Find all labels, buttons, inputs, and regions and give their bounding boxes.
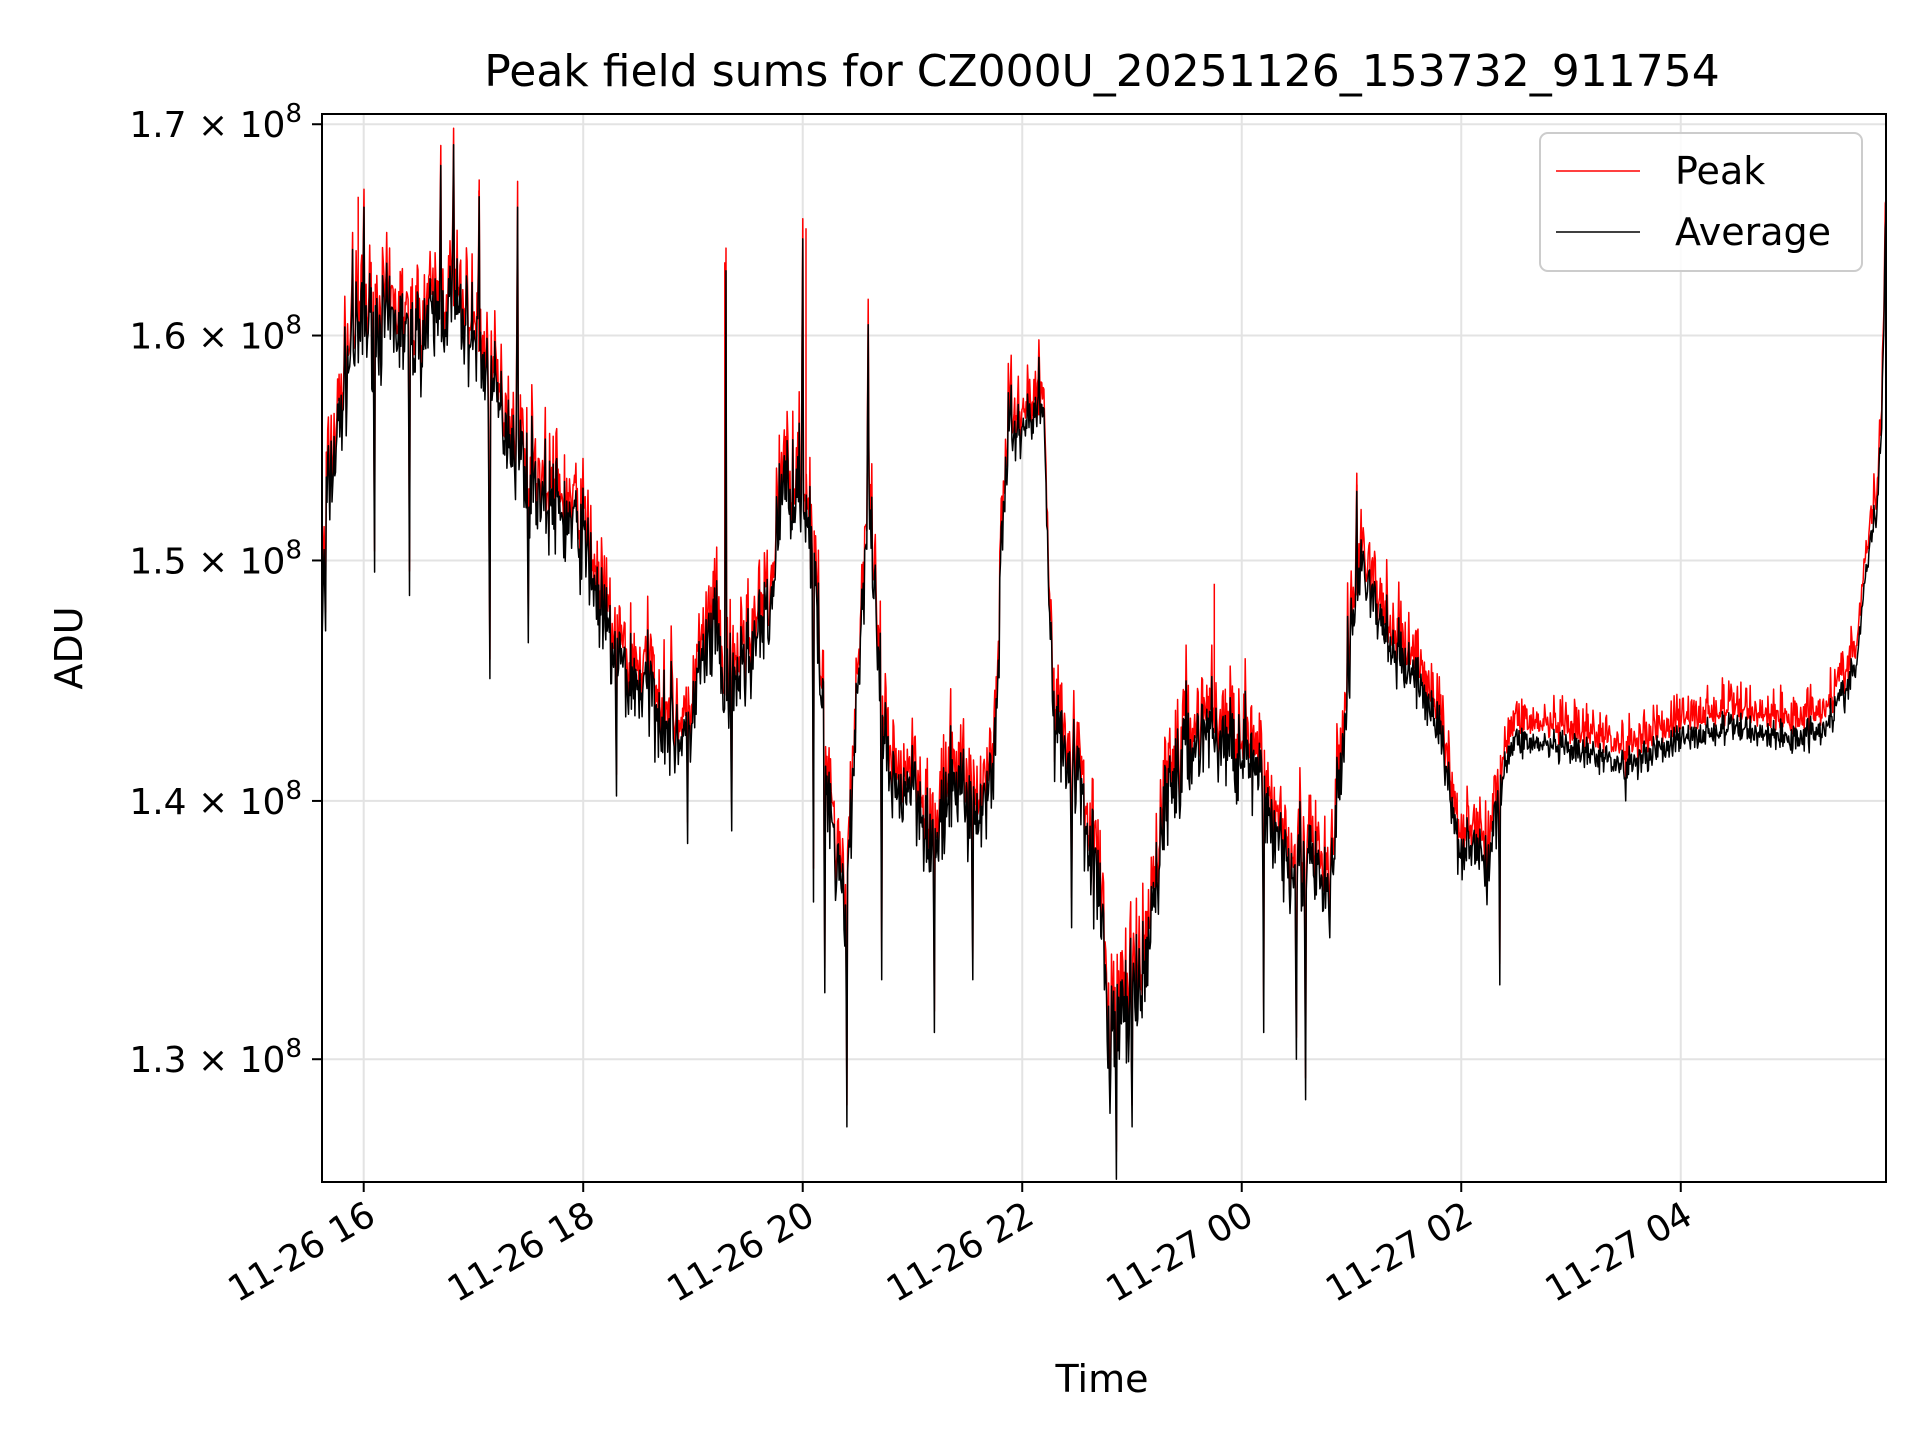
legend-average-label: Average: [1675, 210, 1831, 254]
chart-title: Peak field sums for CZ000U_20251126_1537…: [484, 46, 1719, 97]
plot-series: [321, 116, 1887, 1180]
y-axis: 1.3 × 108 1.4 × 108 1.5 × 108 1.6 × 108 1.7 …: [129, 99, 322, 1081]
y-tick-label: 1.6 × 108: [129, 311, 302, 358]
average-series-line: [321, 144, 1887, 1180]
x-axis-label: Time: [1055, 1357, 1149, 1401]
y-tick-label: 1.7 × 108: [129, 99, 302, 146]
legend-box: [1539, 132, 1863, 272]
y-tick-label: 1.3 × 108: [129, 1034, 302, 1081]
legend: Peak Average: [1539, 132, 1863, 272]
y-tick-label: 1.4 × 108: [129, 776, 302, 823]
plot-frame: [321, 113, 1887, 1183]
y-axis-label: ADU: [47, 606, 91, 689]
y-tick-label: 1.5 × 108: [129, 535, 302, 582]
legend-peak-label: Peak: [1675, 149, 1765, 193]
